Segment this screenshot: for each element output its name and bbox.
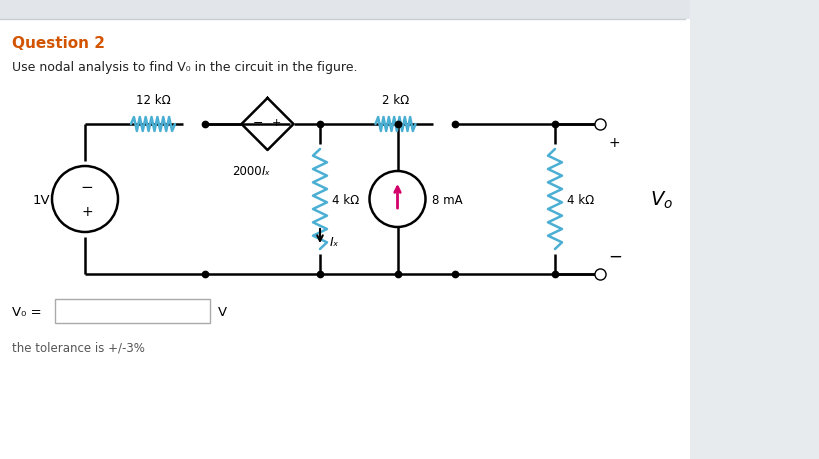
Text: 2000: 2000 — [232, 165, 261, 178]
Text: 8 mA: 8 mA — [432, 193, 462, 206]
Text: V₀ =: V₀ = — [12, 305, 42, 318]
Bar — [0, 20, 690, 459]
Text: +: + — [272, 118, 281, 128]
Text: Iₓ: Iₓ — [261, 165, 270, 178]
Text: +: + — [81, 205, 93, 218]
Text: −: − — [608, 247, 622, 265]
Text: 4 kΩ: 4 kΩ — [332, 193, 360, 206]
Text: the tolerance is +/-3%: the tolerance is +/-3% — [12, 341, 145, 354]
Text: Use nodal analysis to find V₀ in the circuit in the figure.: Use nodal analysis to find V₀ in the cir… — [12, 61, 358, 73]
Text: 4 kΩ: 4 kΩ — [567, 193, 595, 206]
Text: −: − — [252, 116, 263, 129]
Text: +: + — [608, 136, 620, 150]
Text: $V_o$: $V_o$ — [650, 189, 673, 210]
Bar — [0, 0, 819, 20]
FancyBboxPatch shape — [55, 299, 210, 323]
Text: 12 kΩ: 12 kΩ — [136, 94, 170, 107]
Text: V: V — [218, 305, 227, 318]
Text: −: − — [80, 180, 93, 195]
Text: 2000Iₓ: 2000Iₓ — [0, 458, 1, 459]
Text: 1V: 1V — [32, 193, 50, 206]
Text: Question 2: Question 2 — [12, 35, 105, 50]
Text: Iₓ: Iₓ — [330, 236, 339, 249]
Text: 2 kΩ: 2 kΩ — [382, 94, 410, 107]
Bar — [690, 0, 819, 459]
